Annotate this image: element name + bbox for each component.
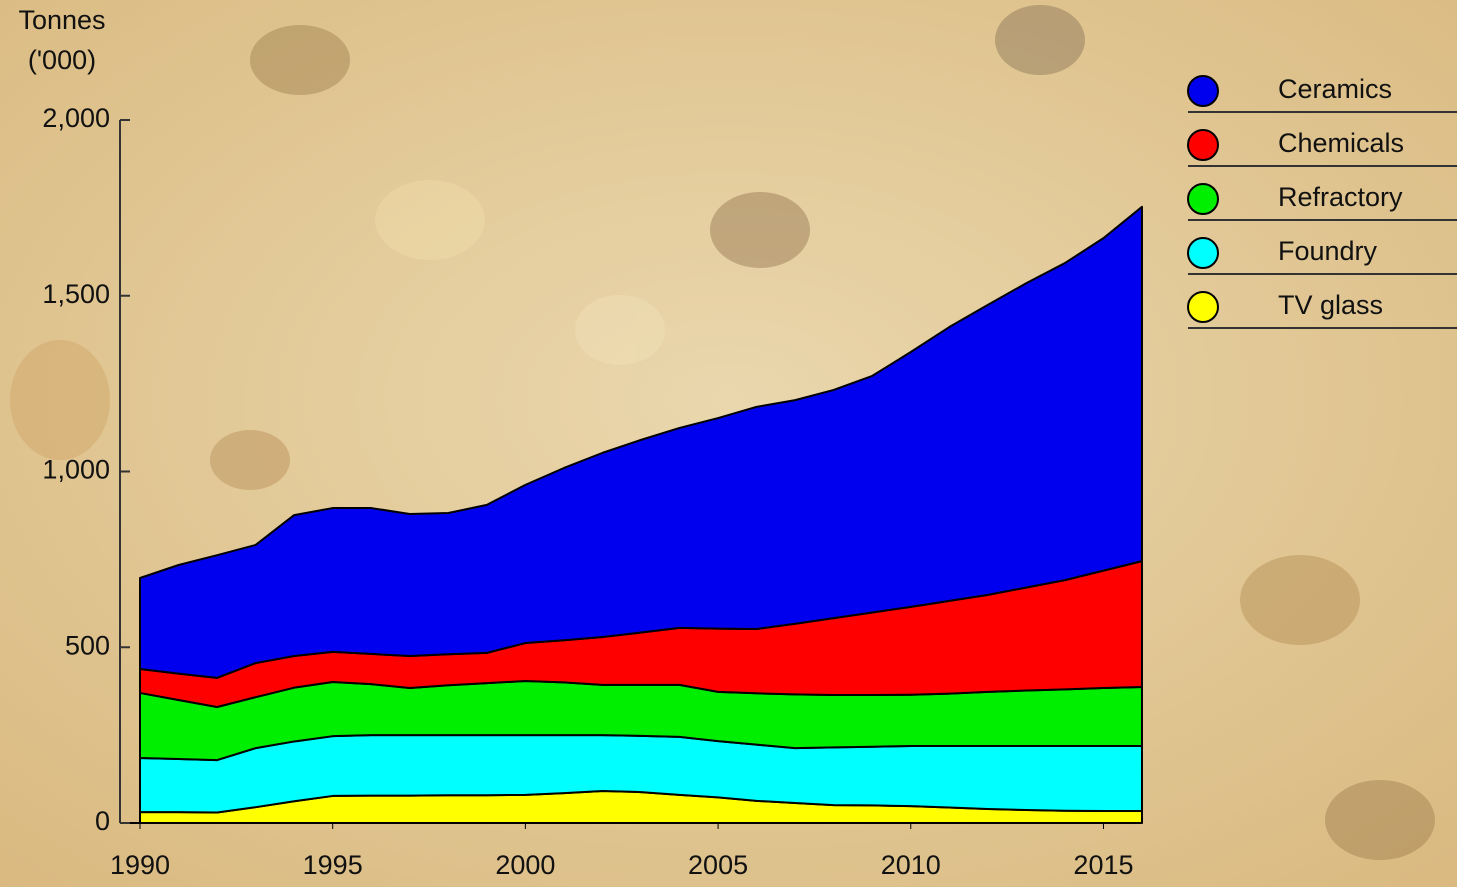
chart: Tonnes ('000) 0 500 1,000 1,500 2,000 1990 199… <box>0 0 1457 887</box>
x-tick-label: 2000 <box>495 850 555 880</box>
legend-swatch <box>1188 184 1218 214</box>
y-tick-label: 2,000 <box>42 103 110 133</box>
legend-swatch <box>1188 238 1218 268</box>
y-tick-label: 500 <box>65 630 110 660</box>
y-tick-label: 1,500 <box>42 279 110 309</box>
legend-label: Refractory <box>1278 182 1403 212</box>
legend-label: Chemicals <box>1278 128 1404 158</box>
legend-label: Foundry <box>1278 236 1378 266</box>
y-axis-label-line: ('000) <box>28 45 96 75</box>
legend-swatch <box>1188 76 1218 106</box>
legend-swatch <box>1188 130 1218 160</box>
y-tick-label: 1,000 <box>42 455 110 485</box>
x-tick-label: 1995 <box>303 850 363 880</box>
y-tick-label: 0 <box>95 806 110 836</box>
legend-label: TV glass <box>1278 290 1383 320</box>
x-tick-label: 2015 <box>1073 850 1133 880</box>
x-tick-label: 1990 <box>110 850 170 880</box>
x-tick-label: 2010 <box>881 850 941 880</box>
legend-swatch <box>1188 292 1218 322</box>
x-tick-label: 2005 <box>688 850 748 880</box>
legend-label: Ceramics <box>1278 74 1392 104</box>
y-axis-label-line: Tonnes <box>18 5 105 35</box>
